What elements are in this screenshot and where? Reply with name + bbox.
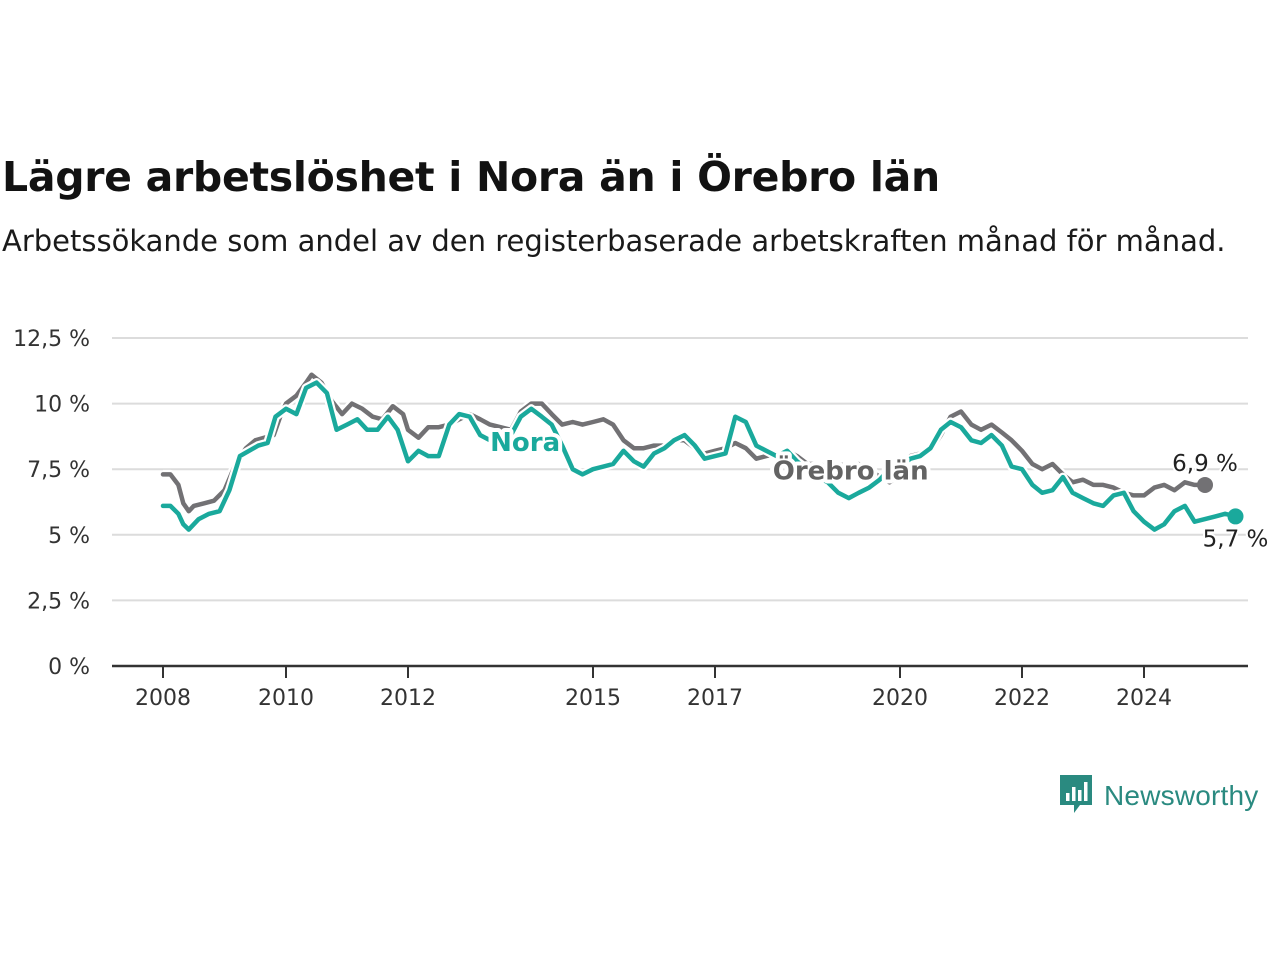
y-tick-label: 2,5 % [27, 589, 90, 614]
end-point [1227, 508, 1244, 525]
end-value-label: 5,7 % [1203, 526, 1269, 552]
end-value-label: 6,9 % [1172, 451, 1238, 477]
y-tick-label: 10 % [34, 393, 90, 418]
x-tick-label: 2008 [135, 686, 191, 711]
x-tick-label: 2020 [872, 686, 928, 711]
y-tick-label: 0 % [48, 655, 90, 680]
grid-lines [112, 337, 1248, 602]
x-tick-label: 2015 [565, 686, 621, 711]
newsworthy-logo-icon [1060, 775, 1092, 813]
series-halo [163, 378, 1237, 535]
series-label: Nora [490, 428, 560, 458]
series-label: Örebro län [773, 454, 929, 487]
newsworthy-logo-text: Newsworthy [1104, 780, 1259, 811]
newsworthy-logo[interactable]: Newsworthy [1058, 773, 1258, 819]
chart-subtitle: Arbetssökande som andel av den registerb… [2, 224, 1226, 258]
x-axis: 2008 2010 2012 2015 2017 2020 2022 2024 [112, 664, 1248, 711]
end-markers: 6,9 % 5,7 % [1170, 449, 1270, 554]
series-line-nora [160, 380, 1238, 532]
x-tick-label: 2024 [1116, 686, 1172, 711]
y-tick-label: 5 % [48, 524, 90, 549]
end-point [1197, 476, 1213, 493]
series-labels: Nora Örebro län [486, 424, 932, 491]
y-axis-ticks: 0 % 2,5 % 5 % 7,5 % 10 % 12,5 % [13, 327, 90, 680]
y-tick-label: 12,5 % [13, 327, 90, 352]
x-tick-label: 2022 [994, 686, 1050, 711]
series-lines [160, 370, 1238, 535]
x-tick-label: 2010 [258, 686, 314, 711]
x-tick-label: 2017 [687, 686, 743, 711]
y-tick-label: 7,5 % [27, 458, 90, 483]
x-tick-label: 2012 [380, 686, 436, 711]
chart-title: Lägre arbetslöshet i Nora än i Örebro lä… [2, 153, 940, 201]
